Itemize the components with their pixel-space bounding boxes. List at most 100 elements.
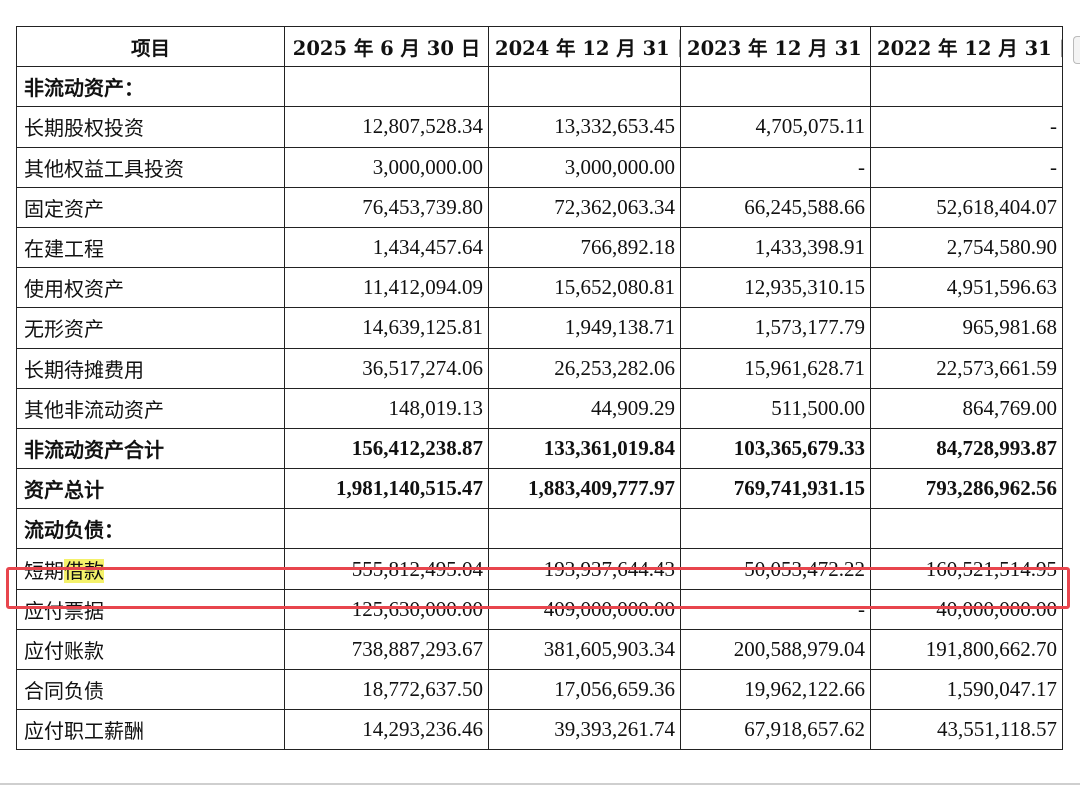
table-row: 长期股权投资 12,807,528.34 13,332,653.45 4,705…: [16, 106, 1063, 148]
row-label: 其他权益工具投资: [16, 146, 285, 188]
cell-value: 22,573,661.59: [870, 347, 1063, 389]
cell-value: 2,754,580.90: [870, 226, 1063, 269]
cell-value: 72,362,063.34: [488, 186, 681, 228]
cell-value: 4,951,596.63: [870, 267, 1063, 309]
row-label: 资产总计: [16, 468, 285, 510]
table-row: 无形资产 14,639,125.81 1,949,138.71 1,573,17…: [16, 307, 1063, 349]
table-row: 固定资产 76,453,739.80 72,362,063.34 66,245,…: [16, 186, 1063, 228]
cell-value: 200,588,979.04: [680, 628, 871, 671]
cell-value: 3,000,000.00: [284, 146, 489, 188]
cell-value: 1,433,398.91: [680, 226, 871, 269]
side-panel-tab[interactable]: [1073, 36, 1080, 64]
row-label-part: 短期: [24, 558, 64, 583]
row-label: 合同负债: [16, 668, 285, 711]
cell-value: 19,962,122.66: [680, 668, 871, 711]
cell-value: 39,393,261.74: [488, 709, 681, 751]
cell-value: 50,053,472.22: [680, 548, 871, 590]
cell-value: 965,981.68: [870, 307, 1063, 349]
cell-value: 52,618,404.07: [870, 186, 1063, 228]
row-label: 短期借款: [16, 548, 285, 590]
cell-value: 36,517,274.06: [284, 347, 489, 389]
cell-value: 793,286,962.56: [870, 468, 1063, 510]
cell-value: 76,453,739.80: [284, 186, 489, 228]
row-label: 长期股权投资: [16, 106, 285, 148]
header-2023-12-31: 2023 年 12 月 31 日: [680, 25, 871, 68]
cell-value: 11,412,094.09: [284, 267, 489, 309]
cell-value: [680, 508, 871, 550]
cell-value: [488, 66, 681, 108]
cell-value: [870, 66, 1063, 108]
header-2022-12-31: 2022 年 12 月 31 日: [870, 25, 1063, 68]
cell-value: 1,949,138.71: [488, 307, 681, 349]
cell-value: 191,800,662.70: [870, 628, 1063, 671]
row-label: 应付职工薪酬: [16, 709, 285, 751]
row-label: 在建工程: [16, 226, 285, 269]
cell-value: 1,573,177.79: [680, 307, 871, 349]
table-row: 应付票据 125,630,000.00 409,000,000.00 - 40,…: [16, 588, 1063, 630]
page-bottom-divider: [0, 783, 1080, 785]
cell-value: 103,365,679.33: [680, 427, 871, 470]
header-2025-06-30: 2025 年 6 月 30 日: [284, 25, 489, 68]
table-row: 应付职工薪酬 14,293,236.46 39,393,261.74 67,91…: [16, 709, 1063, 751]
cell-value: 18,772,637.50: [284, 668, 489, 711]
table-row-highlighted: 短期借款 555,812,495.04 193,937,644.43 50,05…: [16, 548, 1063, 590]
cell-value: 3,000,000.00: [488, 146, 681, 188]
cell-value: 769,741,931.15: [680, 468, 871, 510]
cell-value: 1,981,140,515.47: [284, 468, 489, 510]
row-label: 应付票据: [16, 588, 285, 630]
cell-value: [870, 508, 1063, 550]
table-row: 在建工程 1,434,457.64 766,892.18 1,433,398.9…: [16, 226, 1063, 269]
cell-value: 66,245,588.66: [680, 186, 871, 228]
table-row: 应付账款 738,887,293.67 381,605,903.34 200,5…: [16, 628, 1063, 671]
cell-value: 15,961,628.71: [680, 347, 871, 389]
cell-value: 14,293,236.46: [284, 709, 489, 751]
table-header-row: 项目 2025 年 6 月 30 日 2024 年 12 月 31 日 2023…: [16, 25, 1063, 68]
cell-value: 4,705,075.11: [680, 106, 871, 148]
cell-value: -: [870, 106, 1063, 148]
cell-value: 84,728,993.87: [870, 427, 1063, 470]
cell-value: 148,019.13: [284, 387, 489, 429]
row-label: 长期待摊费用: [16, 347, 285, 389]
table-row: 流动负债：: [16, 508, 1063, 550]
row-label: 非流动资产：: [16, 66, 285, 108]
row-label: 固定资产: [16, 186, 285, 228]
cell-value: 555,812,495.04: [284, 548, 489, 590]
header-2024-12-31: 2024 年 12 月 31 日: [488, 25, 681, 68]
cell-value: 864,769.00: [870, 387, 1063, 429]
table-row: 长期待摊费用 36,517,274.06 26,253,282.06 15,96…: [16, 347, 1063, 389]
cell-value: [488, 508, 681, 550]
row-label: 其他非流动资产: [16, 387, 285, 429]
cell-value: [284, 508, 489, 550]
cell-value: 156,412,238.87: [284, 427, 489, 470]
cell-value: 160,521,514.95: [870, 548, 1063, 590]
row-label: 使用权资产: [16, 267, 285, 309]
table-row: 其他权益工具投资 3,000,000.00 3,000,000.00 - -: [16, 146, 1063, 188]
cell-value: 125,630,000.00: [284, 588, 489, 630]
table-row-subtotal: 非流动资产合计 156,412,238.87 133,361,019.84 10…: [16, 427, 1063, 470]
table-row: 合同负债 18,772,637.50 17,056,659.36 19,962,…: [16, 668, 1063, 711]
row-label: 无形资产: [16, 307, 285, 349]
row-label: 流动负债：: [16, 508, 285, 550]
cell-value: 17,056,659.36: [488, 668, 681, 711]
cell-value: [284, 66, 489, 108]
row-label: 非流动资产合计: [16, 427, 285, 470]
cell-value: 1,883,409,777.97: [488, 468, 681, 510]
table-body: 非流动资产： 长期股权投资 12,807,528.34 13,332,653.4…: [16, 66, 1063, 751]
cell-value: 738,887,293.67: [284, 628, 489, 671]
highlighted-text: 借款: [64, 558, 104, 583]
cell-value: 409,000,000.00: [488, 588, 681, 630]
table-row-total: 资产总计 1,981,140,515.47 1,883,409,777.97 7…: [16, 468, 1063, 510]
cell-value: 67,918,657.62: [680, 709, 871, 751]
cell-value: 15,652,080.81: [488, 267, 681, 309]
table-row: 非流动资产：: [16, 66, 1063, 108]
cell-value: -: [680, 146, 871, 188]
cell-value: 43,551,118.57: [870, 709, 1063, 751]
header-item: 项目: [16, 25, 285, 68]
row-label: 应付账款: [16, 628, 285, 671]
cell-value: 1,590,047.17: [870, 668, 1063, 711]
table-row: 其他非流动资产 148,019.13 44,909.29 511,500.00 …: [16, 387, 1063, 429]
cell-value: 13,332,653.45: [488, 106, 681, 148]
cell-value: 766,892.18: [488, 226, 681, 269]
cell-value: 511,500.00: [680, 387, 871, 429]
cell-value: 26,253,282.06: [488, 347, 681, 389]
